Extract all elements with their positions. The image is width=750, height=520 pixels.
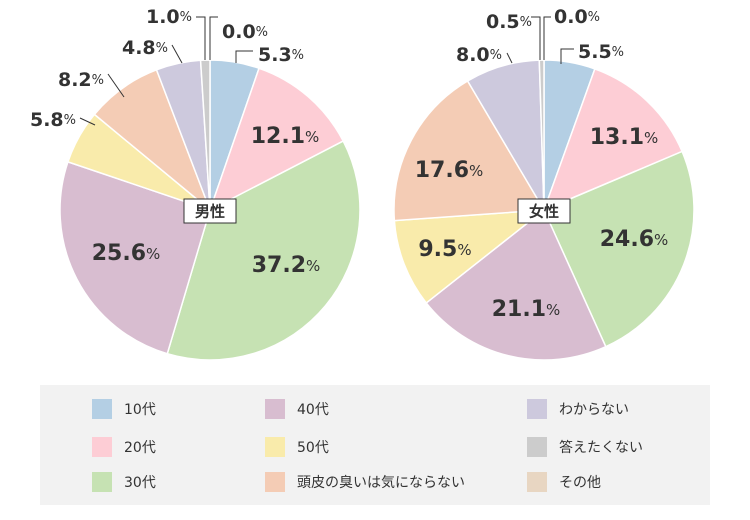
legend-label-dont-know: わからない xyxy=(559,402,629,418)
slice-female-20s xyxy=(542,67,684,212)
pie-charts: 5.3%0.0%1.0%4.8%8.2%5.8%12.1%37.2%25.6%男… xyxy=(30,6,695,361)
legend-item-dont-know: わからない xyxy=(527,398,629,420)
legend-swatch-30s xyxy=(92,472,112,492)
legend-label-30s: 30代 xyxy=(124,475,156,491)
leader-line-female-other xyxy=(543,16,551,60)
leader-line-male-no-concern xyxy=(107,73,125,98)
slice-female-50s xyxy=(393,209,547,304)
slice-female-40s xyxy=(425,208,607,361)
value-label-male-30s: 37.2% xyxy=(252,253,321,278)
value-label-female-30s: 24.6% xyxy=(600,227,669,252)
legend-item-10s: 10代 xyxy=(92,398,156,420)
legend-item-no-concern: 頭皮の臭いは気にならない xyxy=(265,471,465,493)
legend-label-no-answer: 答えたくない xyxy=(559,440,643,456)
value-label-male-10s: 5.3% xyxy=(258,44,304,66)
value-label-male-dont-know: 4.8% xyxy=(122,37,168,59)
legend-swatch-50s xyxy=(265,437,285,457)
legend-item-20s: 20代 xyxy=(92,436,156,458)
value-label-female-40s: 21.1% xyxy=(492,297,561,322)
value-label-female-20s: 13.1% xyxy=(590,125,659,150)
leader-line-female-dont-know xyxy=(506,52,513,64)
slice-female-30s xyxy=(543,150,695,348)
leader-line-male-10s xyxy=(235,50,253,63)
female-title-box xyxy=(517,198,571,224)
value-label-male-40s: 25.6% xyxy=(92,241,161,266)
legend-swatch-no-answer xyxy=(527,437,547,457)
female-title: 女性 xyxy=(529,203,559,221)
legend-item-40s: 40代 xyxy=(265,398,329,420)
value-label-female-10s: 5.5% xyxy=(578,41,624,63)
legend-swatch-other xyxy=(527,472,547,492)
leader-line-female-10s xyxy=(560,48,574,64)
leader-line-male-other xyxy=(209,16,218,60)
value-label-male-50s: 5.8% xyxy=(30,109,76,131)
leader-line-male-no-answer xyxy=(196,16,206,60)
legend-swatch-20s xyxy=(92,437,112,457)
value-label-male-other: 0.0% xyxy=(222,21,268,43)
value-label-female-dont-know: 8.0% xyxy=(456,44,502,66)
slice-male-20s xyxy=(208,67,345,212)
value-label-male-no-concern: 8.2% xyxy=(58,69,104,91)
legend-swatch-10s xyxy=(92,399,112,419)
slice-male-40s xyxy=(59,160,211,355)
pie-male: 5.3%0.0% 1.0% 4.8% 8.2% 5.8% 12.1% 37.2% 25.6% 男… xyxy=(30,6,361,361)
legend-swatch-40s xyxy=(265,399,285,419)
value-label-female-50s: 9.5% xyxy=(418,237,471,262)
leader-line-male-dont-know xyxy=(171,44,183,64)
value-label-female-other: 0.0% xyxy=(554,6,600,28)
legend-item-50s: 50代 xyxy=(265,436,329,458)
value-label-male-20s: 12.1% xyxy=(251,124,320,149)
legend-label-10s: 10代 xyxy=(124,402,156,418)
value-label-male-no-answer: 1.0% xyxy=(146,6,192,28)
value-label-female-no-concern: 17.6% xyxy=(415,158,484,183)
leader-line-female-no-answer xyxy=(531,16,541,60)
legend-label-no-concern: 頭皮の臭いは気にならない xyxy=(297,475,465,491)
male-title-box xyxy=(183,198,237,224)
legend-label-50s: 50代 xyxy=(297,440,329,456)
male-title: 男性 xyxy=(195,203,225,221)
legend-item-other: その他 xyxy=(527,471,601,493)
leader-line-male-50s xyxy=(79,117,96,126)
legend-item-30s: 30代 xyxy=(92,471,156,493)
slice-female-no-concern xyxy=(393,79,546,222)
legend-label-40s: 40代 xyxy=(297,402,329,418)
legend: 10代 20代 30代 40代 50代 頭皮の臭いは気にならない わからない 答… xyxy=(40,385,710,505)
value-label-female-no-answer: 0.5% xyxy=(486,11,532,33)
legend-swatch-no-concern xyxy=(265,472,285,492)
slice-male-30s xyxy=(166,140,361,361)
legend-label-other: その他 xyxy=(559,475,601,491)
legend-label-20s: 20代 xyxy=(124,440,156,456)
pie-female: 5.5% 0.0% 0.5% 8.0% 13.1% 24.6% 21.1% 9.5% 17.6%… xyxy=(393,6,695,361)
legend-item-no-answer: 答えたくない xyxy=(527,436,643,458)
legend-swatch-dont-know xyxy=(527,399,547,419)
